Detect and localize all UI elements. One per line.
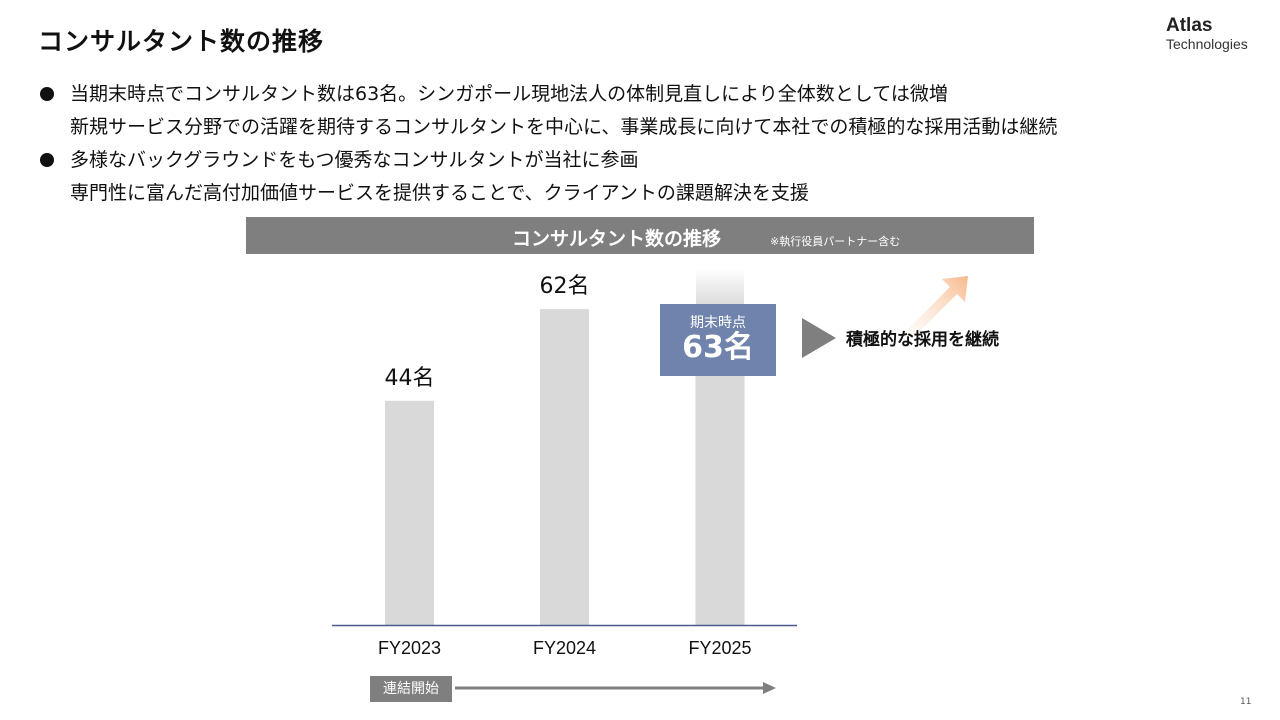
bullet-line: 多様なバックグラウンドをもつ優秀なコンサルタントが当社に参画 [70,149,639,171]
bullet-dot-icon [40,153,54,167]
page-number: 11 [1240,697,1252,707]
callout-value: 63名 [682,330,754,365]
page-title: コンサルタント数の推移 [38,27,325,56]
hiring-note: 積極的な採用を継続 [846,330,999,350]
company-logo: Atlas Technologies [1166,16,1248,51]
bullet-line: 新規サービス分野での活躍を期待するコンサルタントを中心に、事業成長に向けて本社で… [70,116,1058,138]
bar-fade-extension [696,268,744,308]
growth-arrow-icon [905,276,968,339]
chart-title: コンサルタント数の推移 [512,228,722,250]
x-tick-label: FY2025 [688,638,751,658]
logo-name: Atlas [1166,15,1213,36]
data-label: 44名 [385,366,435,391]
bullet-line: 専門性に富んだ高付加価値サービスを提供することで、クライアントの課題解決を支援 [70,182,809,204]
play-arrow-icon [802,318,836,358]
period-end-callout: 期末時点 63名 [660,304,776,376]
x-tick-label: FY2024 [533,638,596,658]
logo-sub: Technologies [1166,36,1248,52]
bullet-dot-icon [40,87,54,101]
x-tick-label: FY2023 [378,638,441,658]
chart-note: ※執行役員パートナー含む [770,235,901,248]
consolidation-badge: 連結開始 [370,676,452,702]
callout-label: 期末時点 [690,315,746,331]
bullet-item: 多様なバックグラウンドをもつ優秀なコンサルタントが当社に参画 専門性に富んだ高付… [40,144,1057,210]
bullet-item: 当期末時点でコンサルタント数は63名。シンガポール現地法人の体制見直しにより全体… [40,78,1057,144]
data-label: 62名 [540,274,590,299]
bullet-line: 当期末時点でコンサルタント数は63名。シンガポール現地法人の体制見直しにより全体… [70,83,948,105]
chart-header: コンサルタント数の推移 ※執行役員パートナー含む [246,217,1034,254]
bar-fy2023 [385,400,434,625]
bullet-list: 当期末時点でコンサルタント数は63名。シンガポール現地法人の体制見直しにより全体… [40,78,1057,210]
consolidation-arrow-icon [455,682,776,694]
bar-fy2024 [540,309,589,625]
